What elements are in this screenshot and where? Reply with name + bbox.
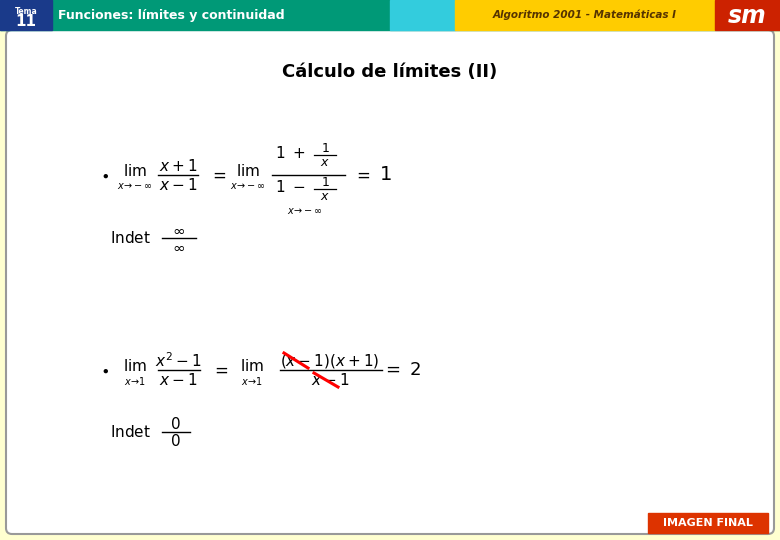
Text: $0$: $0$ xyxy=(170,416,180,432)
Text: $1$: $1$ xyxy=(321,141,329,154)
Text: $x^2 - 1$: $x^2 - 1$ xyxy=(154,352,201,370)
Text: Algoritmo 2001 - Matemáticas I: Algoritmo 2001 - Matemáticas I xyxy=(493,10,677,20)
Text: $=$: $=$ xyxy=(209,166,227,184)
Text: $1\ -$: $1\ -$ xyxy=(275,179,306,195)
Text: $x\!\to\!-\infty$: $x\!\to\!-\infty$ xyxy=(117,181,153,191)
Text: $x\!\to\!1$: $x\!\to\!1$ xyxy=(124,375,146,387)
Bar xyxy=(648,513,768,533)
Text: $0$: $0$ xyxy=(170,433,180,449)
Text: $\mathrm{Indet}$: $\mathrm{Indet}$ xyxy=(109,230,151,246)
Text: $\lim$: $\lim$ xyxy=(236,163,260,179)
Text: $\bullet$: $\bullet$ xyxy=(101,167,109,183)
Text: $\lim$: $\lim$ xyxy=(123,358,147,374)
Text: Cálculo de límites (II): Cálculo de límites (II) xyxy=(282,63,498,81)
Text: $x - 1$: $x - 1$ xyxy=(159,372,197,388)
Text: IMAGEN FINAL: IMAGEN FINAL xyxy=(663,518,753,528)
Text: $=$: $=$ xyxy=(211,361,229,379)
Text: $\bullet$: $\bullet$ xyxy=(101,362,109,377)
Text: $x\!\to\!1$: $x\!\to\!1$ xyxy=(241,375,263,387)
Text: $\lim$: $\lim$ xyxy=(240,358,264,374)
Bar xyxy=(715,0,780,30)
Text: $\mathrm{Indet}$: $\mathrm{Indet}$ xyxy=(109,424,151,440)
Text: $\infty$: $\infty$ xyxy=(172,240,185,254)
Bar xyxy=(0,0,52,30)
Text: $\infty$: $\infty$ xyxy=(172,222,185,238)
Text: $x\!\to\!-\infty$: $x\!\to\!-\infty$ xyxy=(230,181,266,191)
Text: $x - 1$: $x - 1$ xyxy=(159,177,197,193)
Text: $=$: $=$ xyxy=(353,166,370,184)
Text: $x$: $x$ xyxy=(320,156,330,168)
Text: 11: 11 xyxy=(16,14,37,29)
Text: $1$: $1$ xyxy=(378,165,392,185)
Text: $\lim$: $\lim$ xyxy=(123,163,147,179)
Text: $1\ +$: $1\ +$ xyxy=(275,145,306,161)
FancyBboxPatch shape xyxy=(6,30,774,534)
Text: $x + 1$: $x + 1$ xyxy=(159,158,197,174)
Text: sm: sm xyxy=(728,4,767,28)
Bar xyxy=(0,0,780,30)
Bar xyxy=(390,0,455,30)
Bar xyxy=(455,0,715,30)
Text: $x - 1$: $x - 1$ xyxy=(310,372,349,388)
Text: $1$: $1$ xyxy=(321,177,329,190)
Text: $(x - 1)(x + 1)$: $(x - 1)(x + 1)$ xyxy=(280,352,380,370)
Text: Tema: Tema xyxy=(15,7,37,16)
Text: Funciones: límites y continuidad: Funciones: límites y continuidad xyxy=(58,9,285,22)
Text: $x\!\to\!-\infty$: $x\!\to\!-\infty$ xyxy=(287,206,323,216)
Text: $x$: $x$ xyxy=(320,190,330,202)
Text: $=\ 2$: $=\ 2$ xyxy=(382,361,422,379)
